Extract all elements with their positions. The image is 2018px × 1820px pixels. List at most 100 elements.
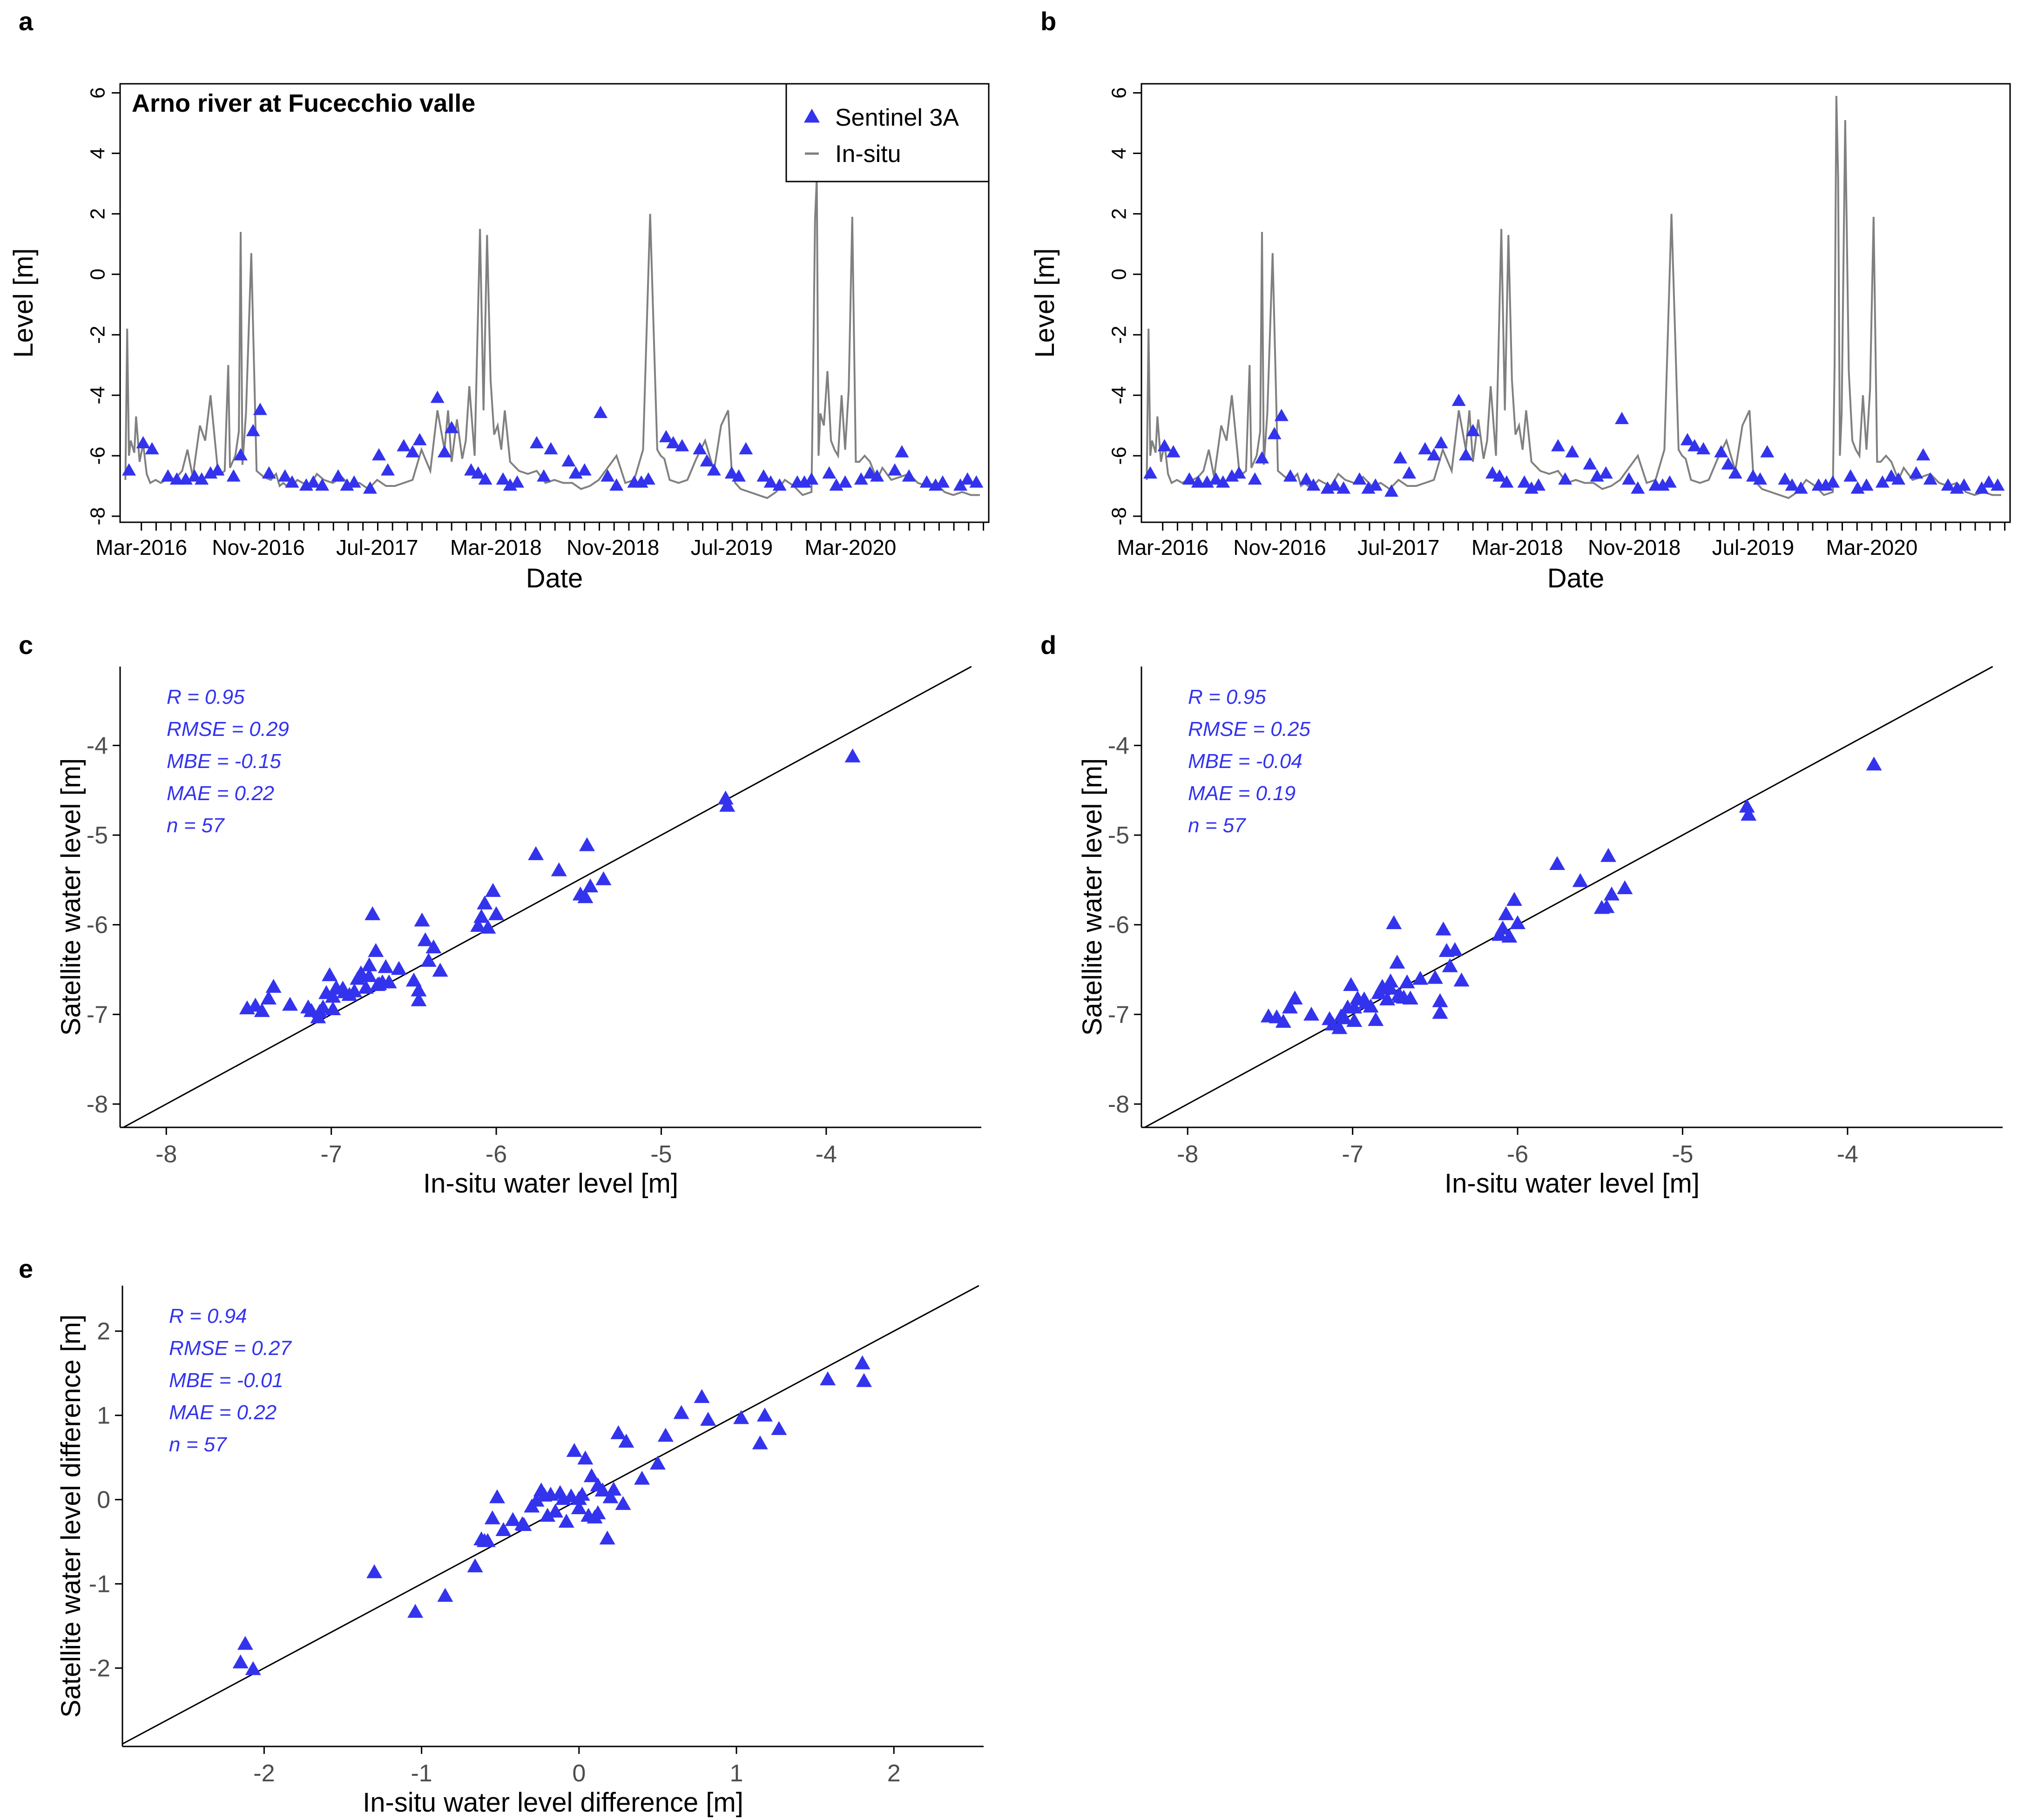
x-tick-label: Jul-2019 xyxy=(691,535,773,559)
sentinel-point xyxy=(895,445,909,458)
y-axis-label: Level [m] xyxy=(8,248,39,357)
sentinel-point xyxy=(1384,484,1398,497)
x-tick-label: -2 xyxy=(253,1760,275,1787)
stat-line: MAE = 0.22 xyxy=(167,782,274,805)
x-tick-label: Mar-2016 xyxy=(95,535,187,559)
sentinel-point xyxy=(707,463,721,476)
stat-line: RMSE = 0.29 xyxy=(167,718,289,741)
sentinel-point xyxy=(804,472,819,485)
stat-line: R = 0.95 xyxy=(1188,686,1266,708)
scatter-point xyxy=(854,1355,871,1369)
scatter-point xyxy=(1453,972,1470,987)
x-tick-label: Mar-2020 xyxy=(1826,535,1918,559)
sentinel-point xyxy=(1583,457,1597,470)
scatter-point xyxy=(756,1407,773,1422)
sentinel-point xyxy=(430,391,445,403)
sentinel-point xyxy=(1923,472,1937,485)
sentinel-point xyxy=(1499,475,1514,488)
stat-line: R = 0.94 xyxy=(169,1305,247,1328)
scatter-point xyxy=(547,1503,564,1518)
sentinel-point xyxy=(1255,451,1269,464)
y-tick-label: -8 xyxy=(87,1091,108,1118)
scatter-point xyxy=(361,957,378,971)
sentinel-point xyxy=(822,466,837,479)
timeseries-panel-a: -8 -6 -4 -2 0 2 4 6 Mar-2016 Nov-2016 Jul-2017 Mar-… xyxy=(8,83,990,593)
scatter-point xyxy=(245,1661,261,1675)
sentinel-point xyxy=(262,466,276,479)
stat-line: R = 0.95 xyxy=(167,686,245,708)
y-axis-label: Satellite water level difference [m] xyxy=(56,1314,86,1718)
scatter-point xyxy=(484,1510,500,1524)
y-tick-label: -4 xyxy=(87,732,108,759)
scatter-point xyxy=(470,918,486,932)
scatter-point xyxy=(856,1373,872,1387)
sentinel-point xyxy=(253,403,267,415)
sentinel-point xyxy=(331,469,345,482)
sentinel-point xyxy=(1859,478,1874,491)
x-tick-label: Nov-2016 xyxy=(212,535,304,559)
sentinel-point xyxy=(1283,469,1297,482)
sentinel-point xyxy=(537,469,551,482)
stat-line: MAE = 0.22 xyxy=(169,1401,277,1424)
sentinel-point xyxy=(1208,472,1223,485)
sentinel-point xyxy=(739,442,753,455)
sentinel-point xyxy=(1565,445,1579,458)
y-axis-label: Satellite water level [m] xyxy=(56,758,86,1036)
timeseries-panel-b: -8 -6 -4 -2 0 2 4 6 Mar-2016 Nov-2016 Jul-2017 Mar-… xyxy=(1030,83,2011,593)
sentinel-point xyxy=(1631,481,1645,494)
scatter-point xyxy=(649,1456,666,1470)
scatter-point xyxy=(369,977,385,991)
scatter-point xyxy=(1412,971,1428,985)
sentinel-point xyxy=(226,469,241,482)
sentinel-point xyxy=(1826,475,1840,488)
sentinel-point xyxy=(1328,478,1342,491)
x-tick-label: -8 xyxy=(1177,1141,1198,1168)
sentinel-point xyxy=(1916,448,1930,461)
scatter-point xyxy=(1389,954,1405,969)
sentinel-point xyxy=(1166,445,1181,458)
scatter-point xyxy=(322,967,338,981)
sentinel-point xyxy=(1909,466,1924,479)
scatter-point xyxy=(577,889,594,903)
scatter-point xyxy=(1438,943,1455,957)
scatter-point xyxy=(1399,974,1415,989)
sentinel-point xyxy=(1393,451,1407,464)
scatter-point xyxy=(558,1514,574,1528)
sentinel-point xyxy=(405,445,420,458)
y-tick-label: 4 xyxy=(87,148,109,159)
stat-line: MBE = -0.01 xyxy=(169,1369,283,1392)
sentinel-point xyxy=(1157,439,1172,452)
sentinel-point xyxy=(136,436,150,449)
y-tick-label: -4 xyxy=(87,386,109,404)
scatter-point xyxy=(1435,921,1451,936)
scatter-point xyxy=(610,1425,627,1439)
scatter-point xyxy=(437,1588,453,1602)
scatter-point xyxy=(378,959,394,973)
sentinel-point xyxy=(888,463,902,476)
scatter-point xyxy=(366,1564,383,1578)
scatter-point xyxy=(694,1389,710,1403)
sentinel-point xyxy=(1753,472,1768,485)
sentinel-point xyxy=(246,424,260,437)
scatter-point xyxy=(325,1001,341,1016)
insitu-series-line xyxy=(124,177,980,499)
sentinel-point xyxy=(1884,469,1898,482)
sentinel-point xyxy=(763,475,778,488)
scatter-point xyxy=(381,974,397,989)
y-tick-label: 2 xyxy=(1108,208,1131,219)
x-axis-label: Date xyxy=(526,563,583,593)
sentinel-point xyxy=(1232,466,1246,479)
sentinel-point xyxy=(756,469,771,482)
sentinel-point xyxy=(1485,466,1500,479)
sentinel-point xyxy=(445,421,459,433)
sentinel-point xyxy=(437,445,452,458)
sentinel-point xyxy=(1680,433,1694,445)
sentinel-point xyxy=(935,475,950,488)
sentinel-point xyxy=(285,475,299,488)
sentinel-point xyxy=(1532,478,1546,491)
y-tick-label: 6 xyxy=(1108,87,1131,98)
scatter-point xyxy=(1363,998,1379,1013)
sentinel-point xyxy=(666,436,681,449)
scatter-point xyxy=(411,982,427,997)
